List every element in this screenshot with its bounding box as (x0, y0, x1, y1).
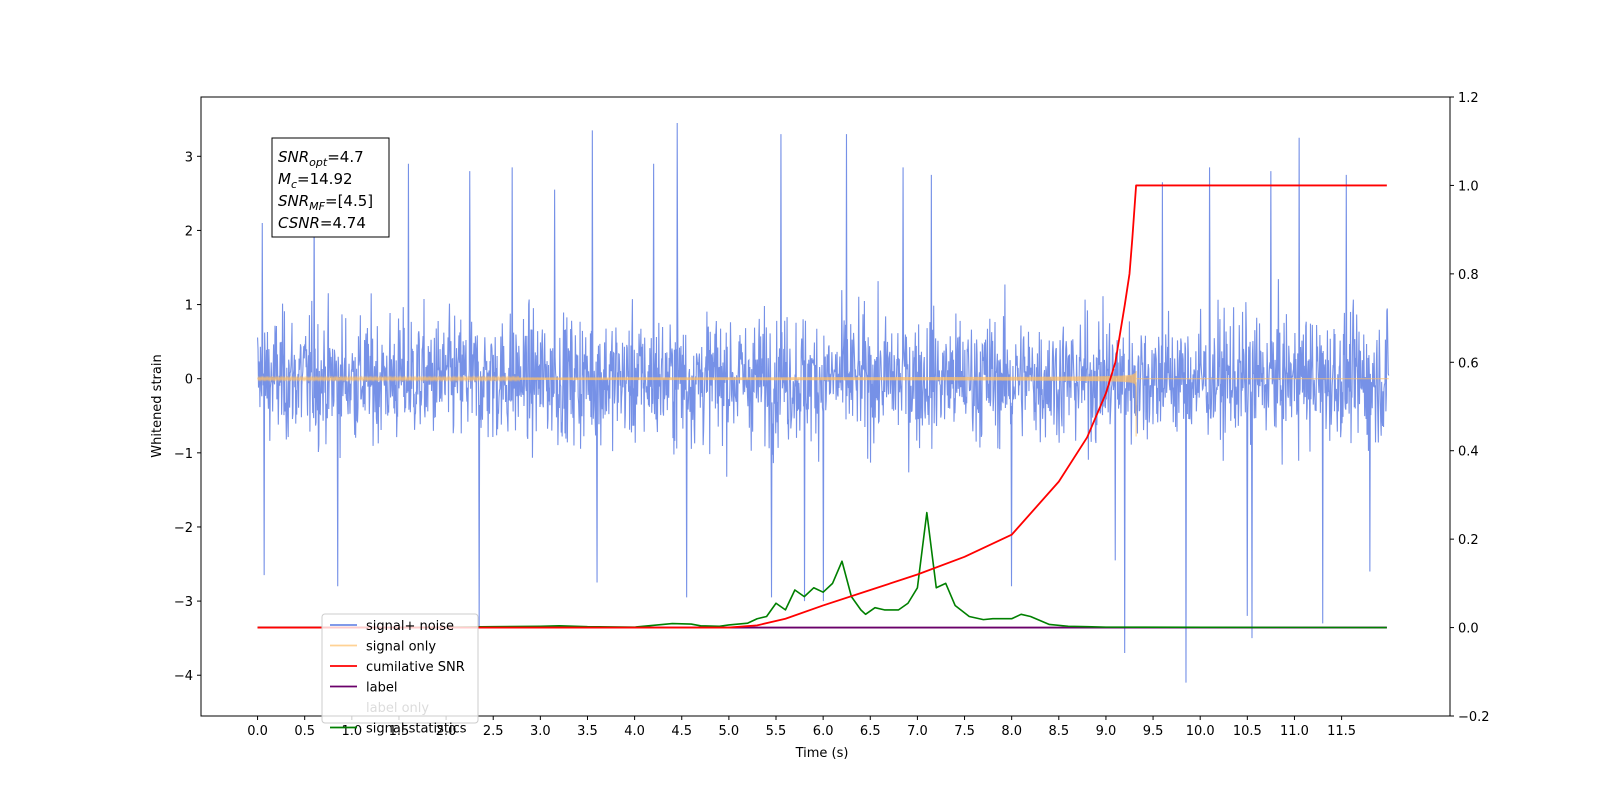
y-left-tick-label: −4 (174, 669, 193, 684)
x-tick-label: 4.0 (624, 724, 645, 739)
legend-entry-label: signal statistics (366, 722, 467, 737)
y-axis-right: −0.2 0.0 0.2 0.4 0.6 0.8 1.0 1.2 (1450, 91, 1490, 725)
x-tick-label: 3.5 (577, 724, 598, 739)
x-tick-label: 7.0 (907, 724, 928, 739)
annotation-line: SNRopt=4.7 (278, 148, 364, 169)
x-tick-label: 8.0 (1001, 724, 1022, 739)
series-signal-statistics (257, 511, 1387, 629)
y-left-tick-label: 0 (185, 373, 193, 388)
annotation-line: CSNR=4.74 (278, 214, 366, 232)
y-right-tick-label: 0.8 (1458, 268, 1479, 283)
y-right-tick-label: 1.0 (1458, 179, 1479, 194)
x-tick-label: 0.5 (294, 724, 315, 739)
plot-frame (200, 96, 1451, 717)
legend-frame (321, 613, 479, 724)
x-axis-label: Time (s) (795, 746, 849, 761)
legend-entry-label: cumilative SNR (366, 660, 465, 675)
signal-plus-noise-line (257, 122, 1390, 683)
x-tick-label: 9.0 (1096, 724, 1117, 739)
x-tick-label: 9.5 (1143, 724, 1164, 739)
y-right-tick-label: 0.4 (1458, 445, 1479, 460)
x-tick-label: 2.0 (436, 724, 457, 739)
x-tick-label: 11.5 (1327, 724, 1356, 739)
y-right-tick-label: 0.6 (1458, 356, 1479, 371)
legend-entry-label: label only (366, 701, 429, 716)
x-tick-label: 4.5 (671, 724, 692, 739)
x-tick-label: 10.5 (1233, 724, 1262, 739)
y-left-tick-label: −2 (174, 521, 193, 536)
annotation-line: Mc=14.92 (278, 170, 353, 191)
x-tick-label: 6.0 (813, 724, 834, 739)
x-tick-label: 6.5 (860, 724, 881, 739)
signal-only-line (257, 370, 1389, 437)
legend-entry-label: label (366, 681, 397, 696)
series-signal-plus-noise (257, 122, 1390, 683)
y-left-tick-label: −1 (174, 447, 193, 462)
y-right-tick-label: 0.0 (1458, 622, 1479, 637)
x-tick-label: 0.0 (247, 724, 268, 739)
y-axis-left-label: Whitened strain (150, 354, 165, 457)
x-tick-label: 11.0 (1280, 724, 1309, 739)
x-tick-label: 10.0 (1186, 724, 1215, 739)
series-cumulative-snr (257, 184, 1387, 629)
y-left-tick-label: 2 (185, 224, 193, 239)
signal-statistics-line (257, 511, 1387, 629)
y-axis-left: −4 −3 −2 −1 0 1 2 3 (174, 150, 201, 684)
x-tick-label: 3.0 (530, 724, 551, 739)
x-tick-label: 5.0 (719, 724, 740, 739)
cumulative-snr-line (257, 184, 1387, 629)
x-tick-label: 5.5 (766, 724, 787, 739)
x-tick-label: 7.5 (954, 724, 975, 739)
series-signal-only (257, 370, 1389, 437)
y-right-tick-label: 1.2 (1458, 91, 1479, 106)
y-left-tick-label: 1 (185, 299, 193, 314)
y-right-tick-label: −0.2 (1458, 710, 1490, 725)
x-tick-label: 8.5 (1048, 724, 1069, 739)
x-tick-label: 2.5 (483, 724, 504, 739)
y-left-tick-label: −3 (174, 595, 193, 610)
legend-entry-label: signal only (366, 640, 436, 655)
annotation-line: SNRMF=[4.5] (278, 192, 373, 213)
legend: signal+ noise signal only cumilative SNR la… (321, 613, 479, 737)
y-left-tick-label: 3 (185, 150, 193, 165)
x-tick-label: 1.0 (341, 724, 362, 739)
x-tick-label: 1.5 (389, 724, 410, 739)
legend-entry-label: signal+ noise (366, 619, 454, 634)
y-right-tick-label: 0.2 (1458, 533, 1479, 548)
